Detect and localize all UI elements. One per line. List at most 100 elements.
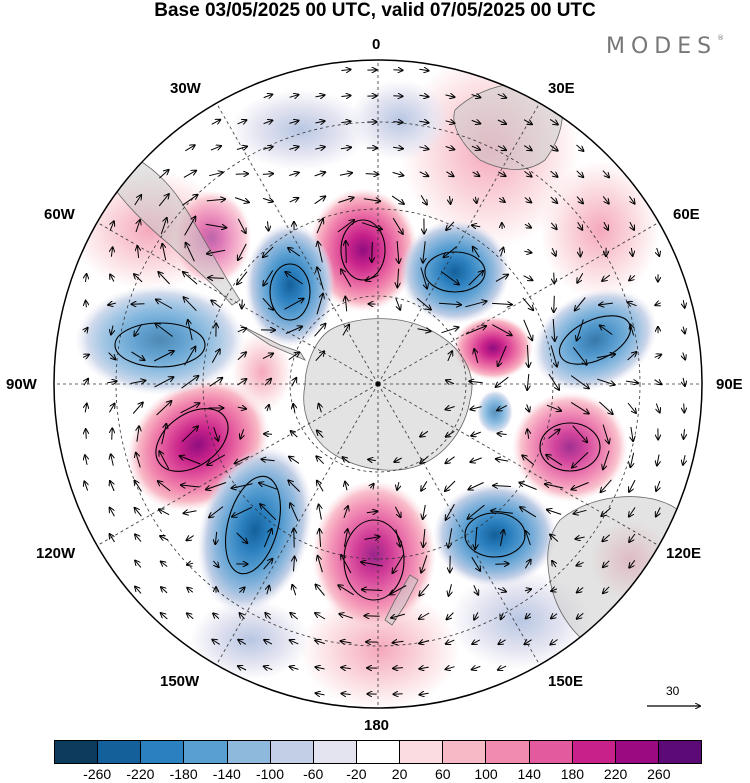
wind-vector	[447, 351, 452, 362]
wind-vector	[264, 379, 271, 386]
wind-vector	[575, 297, 586, 311]
wind-vector	[110, 508, 115, 517]
wind-vector	[419, 147, 429, 149]
wind-vector	[184, 297, 197, 312]
wind-vector	[470, 457, 482, 462]
wind-vector	[134, 274, 143, 283]
wind-vector	[111, 454, 114, 466]
wind-vector	[291, 378, 297, 387]
wind-vector	[599, 303, 613, 305]
wind-vector	[316, 219, 323, 234]
wind-vector	[438, 303, 461, 305]
wind-vector	[110, 221, 114, 231]
wind-vector	[550, 170, 558, 177]
wind-vector	[655, 303, 660, 305]
wind-vector	[684, 403, 685, 413]
wind-vector	[85, 455, 87, 465]
wind-vector	[314, 324, 326, 337]
wind-vectors	[83, 69, 685, 695]
polar-stereographic-map	[53, 59, 703, 740]
wind-vector	[340, 147, 351, 148]
colorbar-swatch	[485, 741, 529, 763]
wind-vector	[315, 351, 324, 362]
wind-vector	[550, 535, 559, 542]
wind-vector	[391, 613, 406, 618]
negative-anomaly	[400, 220, 510, 324]
map-title: Base 03/05/2025 00 UTC, valid 07/05/2025…	[154, 0, 596, 21]
wind-vector	[393, 694, 403, 695]
wind-vector	[319, 404, 322, 413]
wind-vector	[84, 481, 87, 491]
wind-vector	[527, 429, 528, 439]
wind-vector	[576, 170, 584, 177]
wind-vector	[524, 589, 531, 591]
label-lon-60e: 60E	[673, 206, 700, 223]
wind-vector	[337, 220, 354, 233]
wind-vector	[498, 666, 507, 670]
wind-vector	[471, 556, 480, 571]
wind-vector	[419, 172, 429, 176]
wind-vector	[474, 349, 478, 364]
wind-vector	[469, 381, 483, 383]
wind-vector	[342, 325, 349, 336]
wind-vector	[207, 249, 226, 254]
wind-vector	[395, 529, 400, 547]
wind-vector	[366, 274, 379, 280]
wind-vector	[468, 271, 483, 286]
wind-vector	[316, 456, 325, 465]
wind-vector	[289, 121, 299, 124]
wind-vector	[656, 480, 660, 491]
wind-vector	[602, 170, 609, 178]
wind-vector	[316, 693, 325, 695]
wind-vector	[446, 221, 455, 230]
wind-vector	[577, 319, 584, 341]
wind-vector	[656, 507, 660, 517]
wind-vector	[260, 504, 277, 521]
wind-vector	[603, 586, 610, 593]
wind-vector	[159, 451, 170, 469]
wind-vector	[472, 225, 481, 227]
wind-vector	[263, 120, 273, 123]
wind-vector	[628, 196, 634, 203]
wind-vector	[315, 95, 325, 97]
colorbar-label: 20	[391, 766, 408, 782]
wind-vector	[446, 380, 455, 384]
wind-vector	[265, 613, 272, 620]
wind-vector	[111, 325, 113, 335]
wind-vector	[211, 349, 220, 363]
wind-vector	[108, 404, 114, 413]
wind-vector	[206, 199, 225, 201]
wind-vector	[293, 404, 295, 413]
label-lon-30e: 30E	[548, 80, 575, 97]
wind-vector	[524, 170, 531, 176]
wind-vector	[344, 529, 347, 547]
wind-vector	[548, 430, 559, 439]
wind-vector	[524, 640, 532, 645]
wind-vector	[291, 431, 298, 438]
wind-vector	[372, 241, 373, 262]
wind-vector	[368, 459, 376, 460]
wind-vector	[135, 534, 142, 542]
wind-vector	[238, 243, 247, 260]
wind-vector	[492, 324, 511, 336]
wind-vector	[465, 326, 486, 335]
wind-vector	[421, 481, 428, 490]
wind-vector	[472, 666, 481, 669]
wind-vector	[551, 614, 558, 619]
wind-vector	[183, 272, 198, 285]
wind-vector	[86, 301, 87, 308]
wind-vector	[417, 329, 431, 332]
wind-vector	[397, 268, 398, 288]
wind-vector	[446, 430, 455, 436]
wind-vector	[289, 173, 299, 176]
wind-vector	[314, 196, 326, 205]
wind-vector	[341, 96, 350, 97]
wind-vector	[184, 511, 197, 514]
wind-vector	[684, 429, 685, 439]
colorbar-swatch	[140, 741, 184, 763]
wind-vector	[526, 531, 531, 546]
wind-vector	[184, 217, 196, 236]
wind-vector	[207, 454, 226, 465]
wind-vector	[393, 70, 402, 71]
wind-vector	[319, 505, 322, 520]
